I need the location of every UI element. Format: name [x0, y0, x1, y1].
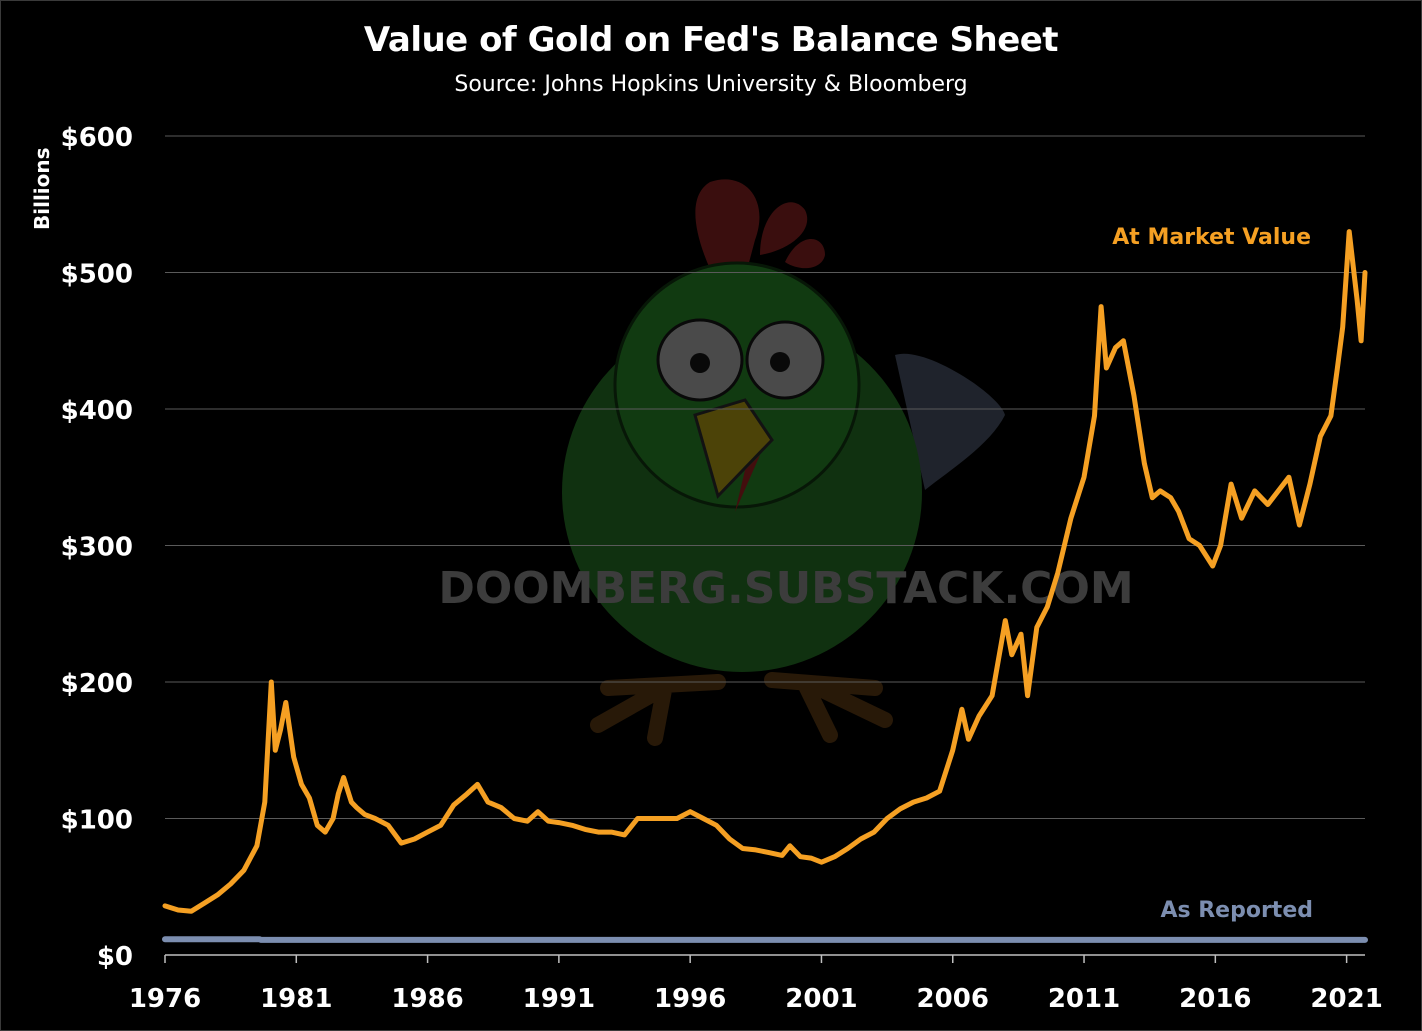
y-tick-label: $0 — [97, 942, 133, 972]
series-label-market-value: At Market Value — [1112, 225, 1311, 250]
x-axis-ticks: 1976 1981 1986 1991 1996 2001 2006 2011 2016 2021 — [129, 955, 1383, 1014]
series-line-as-reported — [162, 936, 1368, 943]
x-tick-label: 1976 — [129, 984, 201, 1014]
x-tick-label: 2021 — [1310, 984, 1382, 1014]
series-line-market-value — [162, 229, 1368, 914]
x-tick-label: 2001 — [785, 984, 857, 1014]
x-tick-label: 1981 — [260, 984, 332, 1014]
chart-title: Value of Gold on Fed's Balance Sheet — [363, 20, 1059, 60]
watermark-text: DOOMBERG.SUBSTACK.COM — [438, 563, 1133, 614]
y-tick-label: $500 — [61, 260, 133, 290]
x-tick-label: 2016 — [1179, 984, 1251, 1014]
x-tick-label: 1996 — [654, 984, 726, 1014]
y-tick-label: $200 — [61, 669, 133, 699]
x-tick-label: 1986 — [391, 984, 463, 1014]
grid-lines — [165, 135, 1365, 819]
chart-subtitle: Source: Johns Hopkins University & Bloom… — [454, 72, 968, 97]
y-axis-ticks: $0 $100 $200 $300 $400 $500 $600 — [61, 123, 133, 972]
series-label-as-reported: As Reported — [1160, 898, 1313, 923]
x-tick-label: 2006 — [917, 984, 989, 1014]
x-tick-label: 2011 — [1048, 984, 1120, 1014]
y-tick-label: $100 — [61, 806, 133, 836]
rooster-mascot-icon — [562, 179, 1005, 746]
y-tick-label: $600 — [61, 123, 133, 153]
series-group — [162, 229, 1368, 943]
y-tick-label: $300 — [61, 533, 133, 563]
y-tick-label: $400 — [61, 396, 133, 426]
x-tick-label: 1991 — [523, 984, 595, 1014]
